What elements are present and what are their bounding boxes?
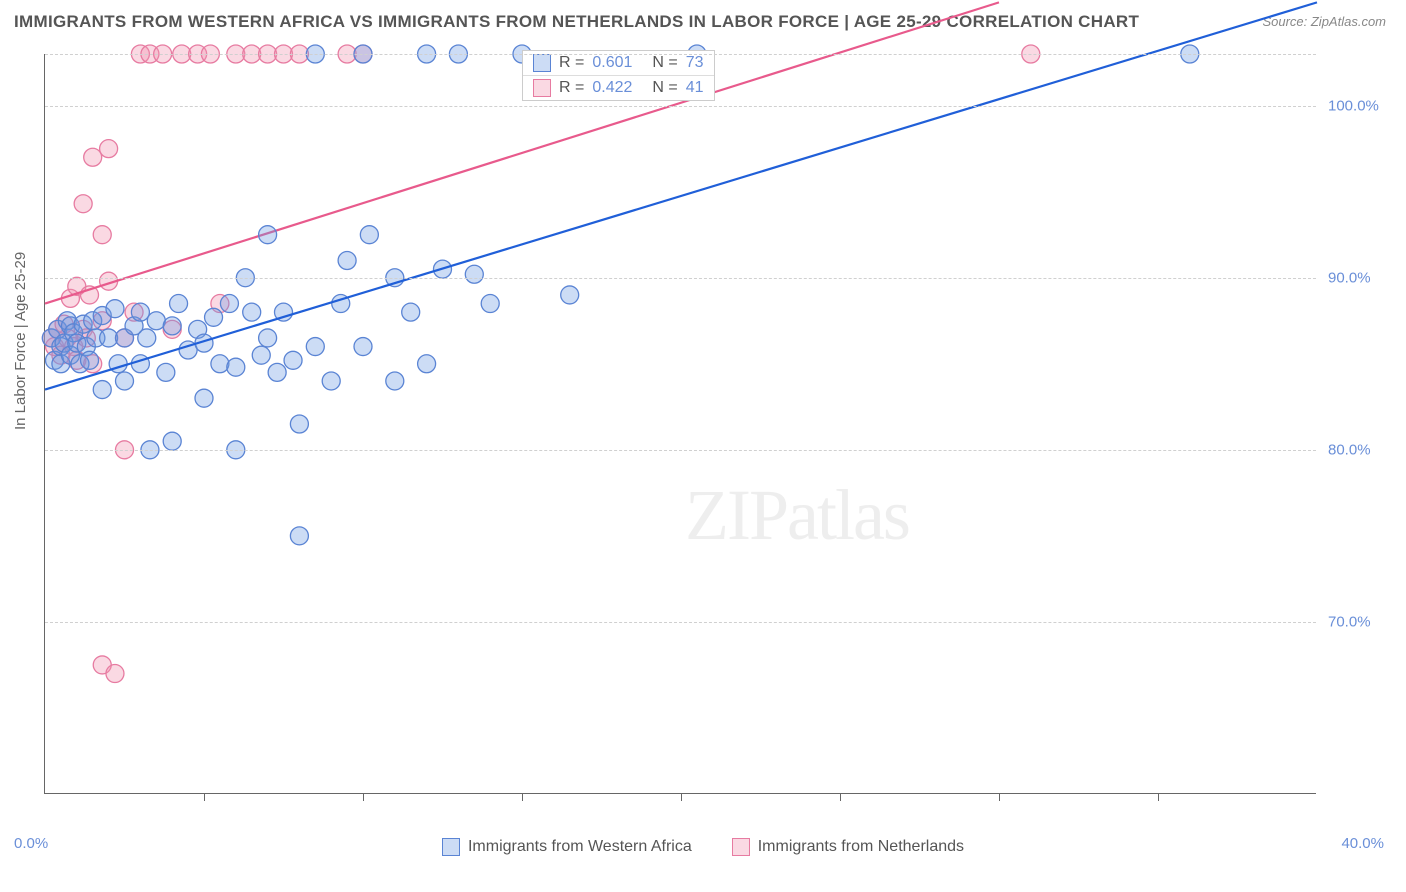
y-axis-title: In Labor Force | Age 25-29: [12, 252, 29, 430]
legend-label-blue: Immigrants from Western Africa: [468, 838, 692, 856]
x-label-right: 40.0%: [1341, 835, 1384, 852]
x-label-left: 0.0%: [14, 835, 48, 852]
chart-svg: [45, 54, 1316, 793]
legend-label-pink: Immigrants from Netherlands: [758, 838, 964, 856]
stats-box: R = 0.601N = 73R = 0.422N = 41: [522, 50, 715, 101]
chart-title: IMMIGRANTS FROM WESTERN AFRICA VS IMMIGR…: [14, 12, 1139, 32]
swatch-blue: [442, 838, 460, 856]
source-label: Source: ZipAtlas.com: [1262, 14, 1386, 29]
plot-area: ZIPatlas R = 0.601N = 73R = 0.422N = 41 …: [44, 54, 1316, 794]
swatch-pink: [732, 838, 750, 856]
legend-item-blue: Immigrants from Western Africa: [442, 838, 692, 856]
legend-item-pink: Immigrants from Netherlands: [732, 838, 964, 856]
legend-bottom: Immigrants from Western Africa Immigrant…: [0, 838, 1406, 856]
